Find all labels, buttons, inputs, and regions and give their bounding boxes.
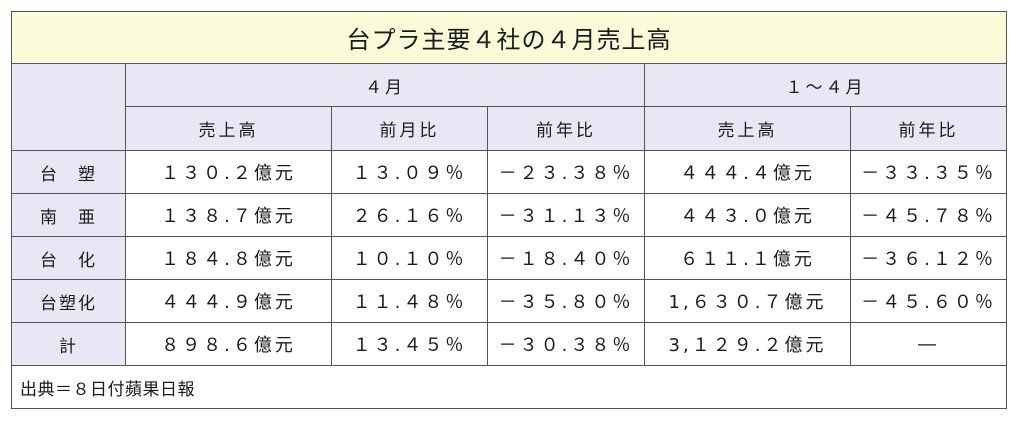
table-cell: －３６.１２％ [849, 236, 1008, 280]
table-cell: ４４４.９億元 [125, 279, 332, 323]
table-cell: －４５.６０％ [849, 279, 1008, 323]
table-cell: １３.４５％ [331, 322, 488, 366]
table-cell: 3,１２９.２億元 [644, 322, 851, 366]
sales-table-container: 台プラ主要４社の４月売上高 ４月 １～４月 売上高 前月比 前年比 売上高 前年… [10, 11, 1008, 409]
table-cell: １１.４８％ [331, 279, 488, 323]
table-cell: １３.０９％ [331, 150, 488, 194]
table-cell: 1,６３０.７億元 [644, 279, 851, 323]
column-header: 売上高 [644, 106, 851, 151]
table-cell: －１８.４０％ [487, 236, 645, 280]
table-cell: ６１１.１億元 [644, 236, 851, 280]
table-cell: １８４.８億元 [125, 236, 332, 280]
row-label: 台塑化 [11, 279, 126, 323]
table-cell: ４４３.０億元 [644, 193, 851, 237]
table-cell: １３０.２億元 [125, 150, 332, 194]
table-title: 台プラ主要４社の４月売上高 [10, 11, 1008, 64]
table-cell: １３８.７億元 [125, 193, 332, 237]
source-note: 出典＝８日付蘋果日報 [10, 365, 1008, 409]
row-label: 南 亜 [11, 193, 126, 237]
table-row-total: 計 ８９８.６億元 １３.４５％ －３０.３８％ 3,１２９.２億元 ― [11, 322, 1008, 366]
column-header: 前年比 [849, 106, 1008, 151]
table-row: 台 化 １８４.８億元 １０.１０％ －１８.４０％ ６１１.１億元 －３６.１… [11, 236, 1008, 280]
table-cell: ４４４.４億元 [644, 150, 851, 194]
row-label: 計 [11, 322, 126, 366]
column-header: 前年比 [487, 106, 645, 151]
row-label: 台 化 [11, 236, 126, 280]
group-header-jan-apr: １～４月 [643, 63, 1008, 107]
table-cell: ― [849, 322, 1008, 366]
table-cell: －４５.７８％ [849, 193, 1008, 237]
table-cell: －３１.１３％ [487, 193, 645, 237]
table-cell: －３５.８０％ [487, 279, 645, 323]
group-header-april: ４月 [125, 63, 645, 107]
column-header: 売上高 [125, 106, 332, 151]
corner-cell [11, 63, 126, 151]
row-label: 台 塑 [11, 150, 126, 194]
table-cell: １０.１０％ [331, 236, 488, 280]
table-row: 南 亜 １３８.７億元 ２６.１６％ －３１.１３％ ４４３.０億元 －４５.７… [11, 193, 1008, 237]
table-row: 台塑化 ４４４.９億元 １１.４８％ －３５.８０％ 1,６３０.７億元 －４５… [11, 279, 1008, 323]
sales-table: 台プラ主要４社の４月売上高 ４月 １～４月 売上高 前月比 前年比 売上高 前年… [10, 11, 1008, 409]
table-cell: ８９８.６億元 [125, 322, 332, 366]
column-header: 前月比 [331, 106, 488, 151]
table-cell: －３０.３８％ [487, 322, 645, 366]
table-cell: ２６.１６％ [331, 193, 488, 237]
table-row: 台 塑 １３０.２億元 １３.０９％ －２３.３８％ ４４４.４億元 －３３.３… [11, 150, 1008, 194]
table-cell: －２３.３８％ [487, 150, 645, 194]
table-cell: －３３.３５％ [849, 150, 1008, 194]
